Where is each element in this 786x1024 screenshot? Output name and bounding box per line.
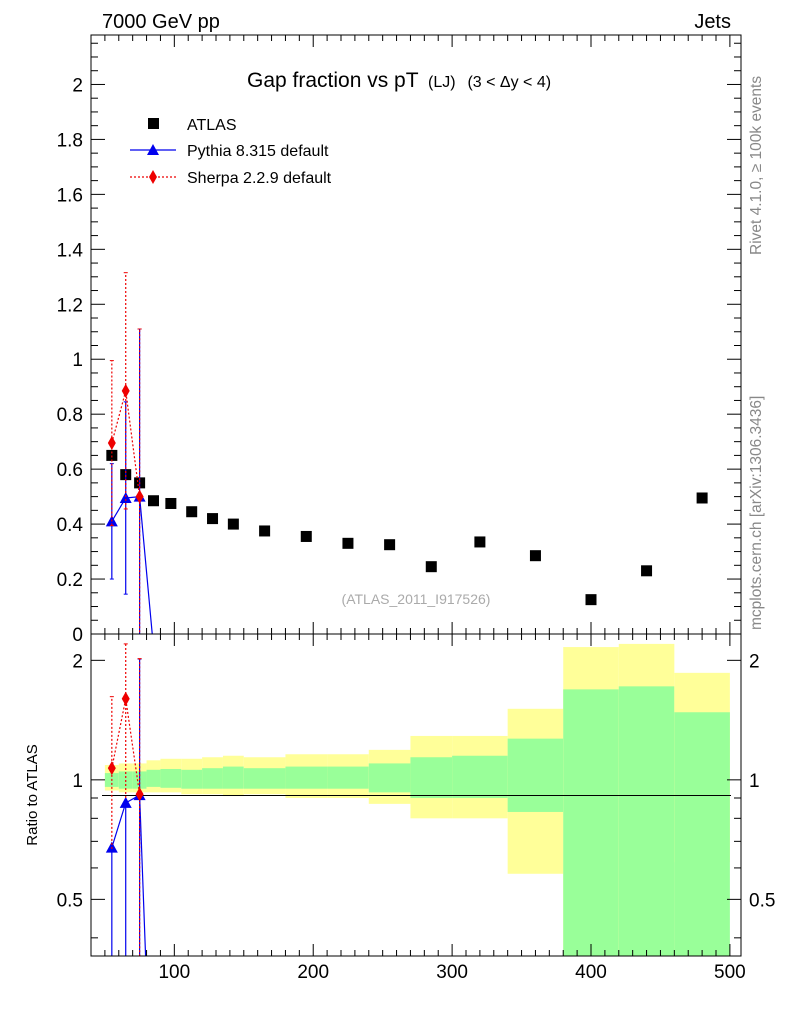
header-left: 7000 GeV pp bbox=[102, 11, 220, 33]
legend-label-sherpa: Sherpa 2.2.9 default bbox=[187, 170, 332, 187]
ratio-band-inner-17 bbox=[674, 712, 730, 956]
ratio-y-tick-label-right-1: 1 bbox=[749, 771, 760, 792]
ratio-band-inner-9 bbox=[285, 766, 328, 789]
chart-title-range: (3 < Δy < 4) bbox=[467, 74, 551, 91]
ratio-band-inner-11 bbox=[368, 763, 411, 793]
main-y-tick-label-1.6: 1.6 bbox=[57, 185, 83, 206]
ratio-ylabel: Ratio to ATLAS bbox=[24, 744, 41, 845]
legend-label-pythia: Pythia 8.315 default bbox=[187, 143, 329, 160]
main-point-atlas-3 bbox=[148, 495, 159, 507]
main-point-atlas-8 bbox=[259, 525, 271, 537]
ratio-bands bbox=[104, 643, 730, 956]
ratio-y-tick-label-left-2: 2 bbox=[72, 651, 83, 672]
chart-title: Gap fraction vs pT (LJ) (3 < Δy < 4) bbox=[247, 69, 551, 92]
main-point-atlas-12 bbox=[425, 561, 437, 573]
chart-title-sub: (LJ) bbox=[428, 74, 456, 91]
main-point-atlas-11 bbox=[384, 539, 396, 551]
legend-marker-sherpa bbox=[149, 170, 157, 184]
ratio-band-inner-10 bbox=[327, 766, 369, 789]
x-tick-label-400: 400 bbox=[575, 962, 607, 983]
ratio-axes: 100 200 300 400 500 0.5 0.5 1 1 2 2 bbox=[57, 634, 775, 983]
main-y-tick-label-0.2: 0.2 bbox=[57, 570, 83, 591]
side-text-bottom: mcplots.cern.ch [arXiv:1306.3436] bbox=[748, 396, 765, 630]
ratio-band-inner-12 bbox=[410, 757, 453, 799]
legend-marker-pythia bbox=[147, 144, 159, 155]
main-y-tick-label-2: 2 bbox=[72, 75, 83, 96]
main-panel: 0 0.2 0.4 0.6 0.8 1 1.2 1.4 1.6 1.8 2 Gap fraction… bbox=[57, 34, 742, 646]
main-point-pythia-1 bbox=[119, 491, 132, 503]
x-tick-label-200: 200 bbox=[297, 962, 329, 983]
main-data bbox=[105, 272, 708, 634]
x-tick-label-300: 300 bbox=[436, 962, 468, 983]
main-point-atlas-14 bbox=[529, 550, 541, 562]
ratio-point-sherpa-1 bbox=[121, 691, 130, 706]
legend-marker-atlas bbox=[148, 118, 159, 129]
ratio-band-inner-3 bbox=[146, 769, 161, 787]
ratio-data bbox=[105, 643, 147, 956]
legend: ATLAS Pythia 8.315 default Sherpa 2.2.9 … bbox=[130, 117, 332, 187]
ratio-y-tick-label-left-0.5: 0.5 bbox=[57, 890, 83, 911]
ratio-y-tick-label-right-2: 2 bbox=[749, 651, 760, 672]
ratio-panel-frame bbox=[90, 633, 742, 957]
main-y-tick-label-0.4: 0.4 bbox=[57, 515, 84, 536]
main-axes: 0 0.2 0.4 0.6 0.8 1 1.2 1.4 1.6 1.8 2 bbox=[57, 35, 741, 646]
main-point-atlas-6 bbox=[207, 513, 219, 525]
main-point-sherpa-2 bbox=[135, 489, 144, 504]
ratio-band-inner-15 bbox=[563, 689, 619, 956]
ratio-point-sherpa-2 bbox=[135, 787, 144, 802]
header-right: Jets bbox=[694, 11, 731, 33]
ratio-panel: 100 200 300 400 500 0.5 0.5 1 1 2 2 Ratio to ATLAS bbox=[24, 633, 775, 983]
main-point-atlas-15 bbox=[585, 594, 597, 606]
main-point-atlas-17 bbox=[696, 492, 708, 504]
main-point-atlas-4 bbox=[165, 497, 177, 509]
legend-label-atlas: ATLAS bbox=[187, 117, 237, 134]
ratio-band-inner-16 bbox=[618, 686, 675, 956]
main-point-atlas-0 bbox=[106, 449, 118, 461]
chart-title-main: Gap fraction vs pT bbox=[247, 69, 419, 92]
ratio-band-inner-14 bbox=[507, 738, 564, 812]
main-point-atlas-16 bbox=[641, 565, 653, 577]
ratio-point-sherpa-0 bbox=[107, 761, 116, 776]
main-y-tick-label-1: 1 bbox=[72, 350, 83, 371]
ratio-band-inner-8 bbox=[243, 768, 286, 789]
watermark: (ATLAS_2011_I917526) bbox=[342, 591, 491, 607]
ratio-band-inner-13 bbox=[452, 755, 508, 799]
x-tick-label-100: 100 bbox=[158, 962, 190, 983]
side-text-top: Rivet 4.1.0, ≥ 100k events bbox=[748, 76, 765, 255]
ratio-band-inner-5 bbox=[181, 769, 203, 789]
x-tick-label-500: 500 bbox=[714, 962, 746, 983]
main-point-atlas-13 bbox=[474, 536, 486, 548]
main-point-sherpa-1 bbox=[121, 383, 130, 398]
main-y-tick-label-1.2: 1.2 bbox=[57, 295, 83, 316]
main-line-sherpa bbox=[111, 390, 141, 497]
ratio-y-tick-label-right-0.5: 0.5 bbox=[749, 890, 775, 911]
main-y-tick-label-0.8: 0.8 bbox=[57, 405, 83, 426]
main-point-atlas-9 bbox=[300, 530, 312, 542]
main-point-atlas-10 bbox=[342, 537, 354, 549]
main-point-atlas-5 bbox=[186, 506, 198, 518]
ratio-band-inner-6 bbox=[202, 768, 223, 789]
ratio-y-tick-label-left-1: 1 bbox=[72, 771, 83, 792]
ratio-line-pythia bbox=[111, 794, 147, 956]
main-point-atlas-7 bbox=[227, 518, 239, 530]
ratio-band-inner-4 bbox=[160, 768, 182, 788]
main-y-tick-label-1.4: 1.4 bbox=[57, 240, 84, 261]
ratio-band-inner-7 bbox=[222, 766, 244, 789]
main-y-tick-label-0: 0 bbox=[72, 625, 83, 646]
main-y-tick-label-1.8: 1.8 bbox=[57, 130, 83, 151]
ratio-point-pythia-1 bbox=[119, 796, 132, 808]
main-y-tick-label-0.6: 0.6 bbox=[57, 460, 83, 481]
main-point-sherpa-0 bbox=[107, 436, 116, 451]
main-line-pythia bbox=[111, 495, 153, 634]
